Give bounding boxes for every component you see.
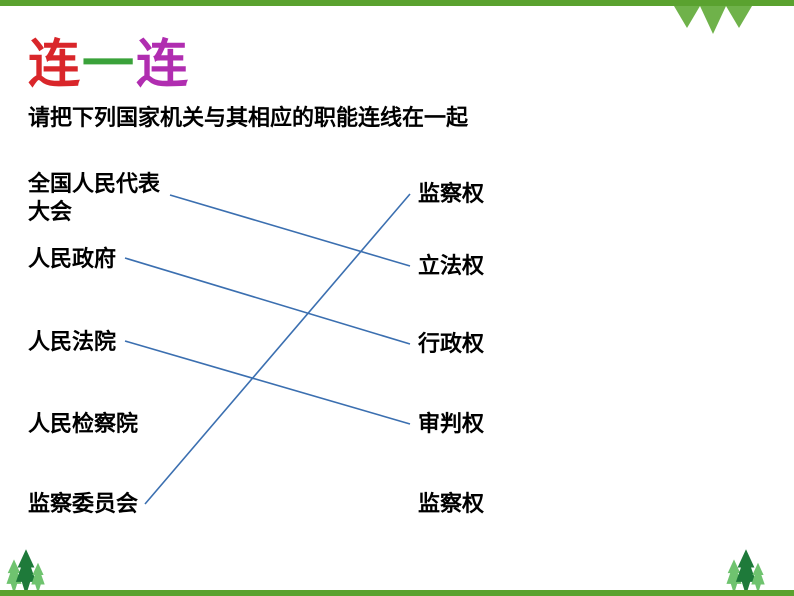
left-item-2: 人民法院	[28, 328, 116, 356]
right-item-0: 监察权	[418, 180, 484, 208]
right-item-1: 立法权	[418, 252, 484, 280]
left-item-1: 人民政府	[28, 245, 116, 273]
instruction-text: 请把下列国家机关与其相应的职能连线在一起	[28, 100, 468, 132]
decor-triangles-top	[674, 6, 764, 36]
right-item-4: 监察权	[418, 490, 484, 518]
decor-trees-bottom	[0, 540, 794, 590]
border-bottom	[0, 590, 794, 596]
page-title: 连一连	[28, 22, 190, 97]
left-item-3: 人民检察院	[28, 410, 138, 438]
left-item-4: 监察委员会	[28, 490, 138, 518]
right-item-2: 行政权	[418, 330, 484, 358]
left-item-0: 全国人民代表 大会	[28, 170, 160, 225]
right-item-3: 审判权	[418, 410, 484, 438]
